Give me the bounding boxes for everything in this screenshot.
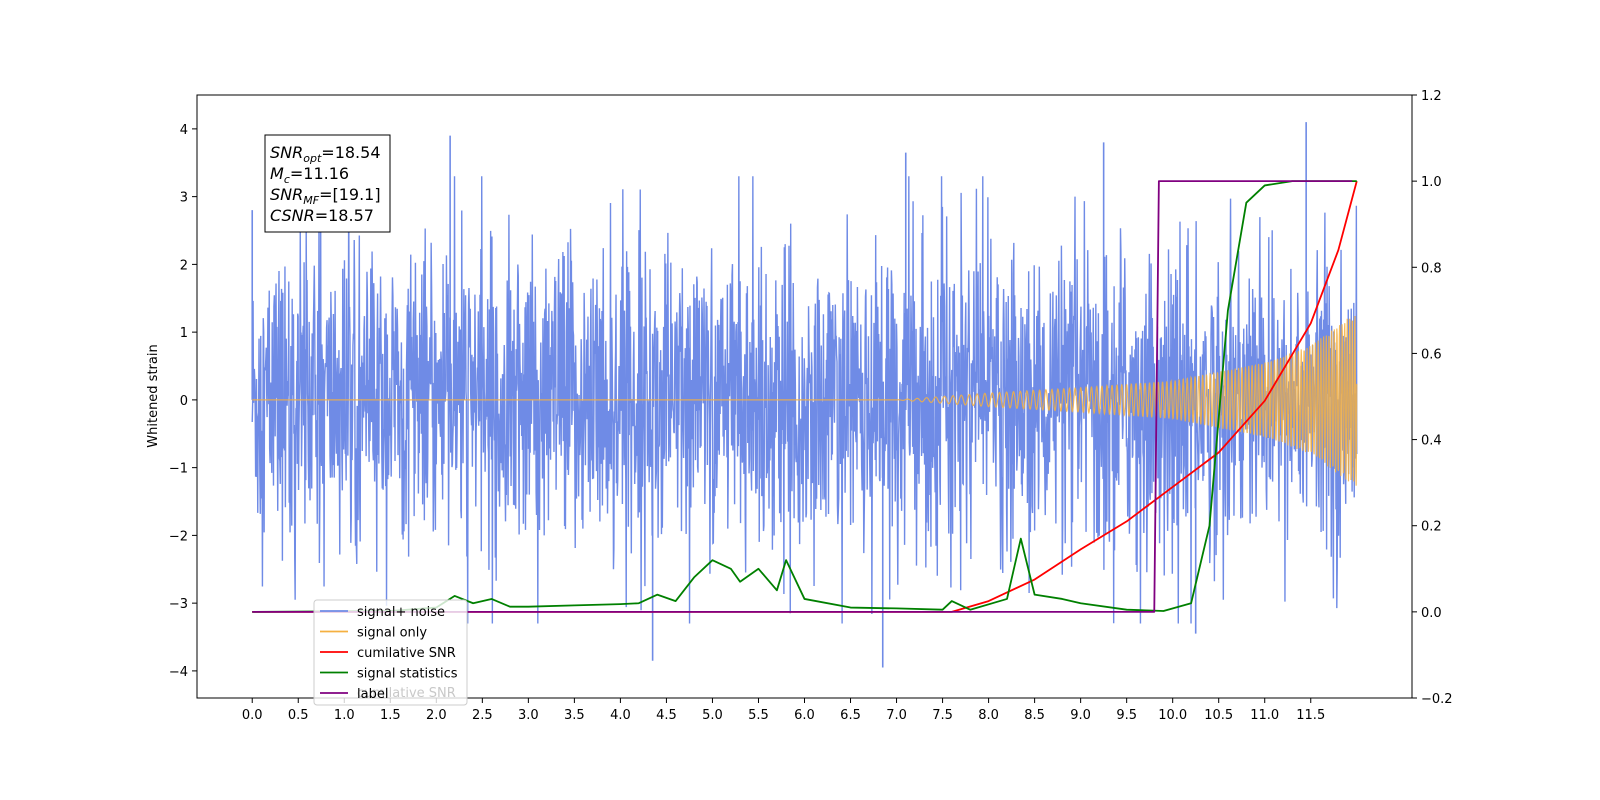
legend-ghost-text: cumilative SNR [357,686,456,701]
y-axis-left-label: Whitened strain [146,344,161,447]
y-axis-left: −4 −3 −2 −1 0 1 2 3 4 [169,123,197,680]
metrics-line: SNRopt=18.54 [270,143,381,165]
y-right-tick-label: 0.6 [1421,347,1442,362]
legend-label: label [357,687,388,702]
metrics-line: Mc=11.16 [270,164,349,186]
x-tick-label: 7.5 [932,708,953,723]
legend-label: cumilative SNR [357,646,456,661]
y-left-tick-label: 1 [180,326,188,341]
y-left-tick-label: 3 [180,191,188,206]
y-left-tick-label: 0 [180,394,188,409]
y-left-tick-label: 2 [180,258,188,273]
y-right-tick-label: −0.2 [1421,692,1453,707]
y-left-tick-label: −2 [169,529,188,544]
x-tick-label: 8.0 [978,708,999,723]
y-right-tick-label: 0.0 [1421,606,1442,621]
x-tick-label: 9.0 [1070,708,1091,723]
x-tick-label: 3.5 [564,708,585,723]
series-cumulative-snr [252,180,1358,613]
metrics-line: SNRMF=[19.1] [270,185,381,207]
metrics-line: CSNR=18.57 [270,206,374,225]
y-left-tick-label: 4 [180,123,188,138]
y-left-tick-label: −4 [169,665,188,680]
y-left-tick-label: −1 [169,462,188,477]
x-tick-label: 2.0 [426,708,447,723]
x-tick-label: 1.5 [380,708,401,723]
series-label [252,180,1353,613]
x-tick-label: 11.0 [1250,708,1279,723]
x-axis: 0.0 0.5 1.0 1.5 2.0 2.5 3.0 3.5 4.0 4.5 5.0 5.5 6.0 6… [242,698,1325,723]
x-tick-label: 3.0 [518,708,539,723]
x-tick-label: 0.5 [288,708,309,723]
series-signal-only [252,315,1358,486]
legend-frame [313,599,468,706]
x-tick-label: 2.5 [472,708,493,723]
y-axis-right: −0.2 0.0 0.2 0.4 0.6 0.8 1.0 1.2 [1412,89,1453,707]
y-right-tick-label: 0.2 [1421,520,1442,535]
legend-label: signal only [357,626,427,641]
x-tick-label: 11.5 [1296,708,1325,723]
metrics-box-frame [264,134,391,233]
x-tick-label: 4.0 [610,708,631,723]
x-tick-label: 1.0 [334,708,355,723]
y-right-tick-label: 0.8 [1421,261,1442,276]
metrics-box: SNRopt=18.54Mc=11.16SNRMF=[19.1]CSNR=18.… [264,134,391,233]
y-left-tick-label: −3 [169,597,188,612]
legend-label: signal+ noise [357,605,445,620]
legend: cumilative SNR signal+ noise signal only cu… [313,599,468,706]
legend-label: signal statistics [357,667,458,682]
plot-area [251,122,1358,668]
x-tick-label: 10.5 [1204,708,1233,723]
x-tick-label: 6.0 [794,708,815,723]
x-tick-label: 4.5 [656,708,677,723]
x-tick-label: 5.0 [702,708,723,723]
series-signal-statistics [252,180,1357,613]
series-signal-noise [251,176,1358,624]
x-tick-label: 9.5 [1116,708,1137,723]
x-tick-label: 10.0 [1158,708,1187,723]
x-tick-label: 5.5 [748,708,769,723]
y-right-tick-label: 0.4 [1421,434,1442,449]
x-tick-label: 7.0 [886,708,907,723]
x-tick-label: 8.5 [1024,708,1045,723]
y-right-tick-label: 1.0 [1421,175,1442,190]
y-right-tick-label: 1.2 [1421,89,1442,104]
x-tick-label: 0.0 [242,708,263,723]
x-tick-label: 6.5 [840,708,861,723]
